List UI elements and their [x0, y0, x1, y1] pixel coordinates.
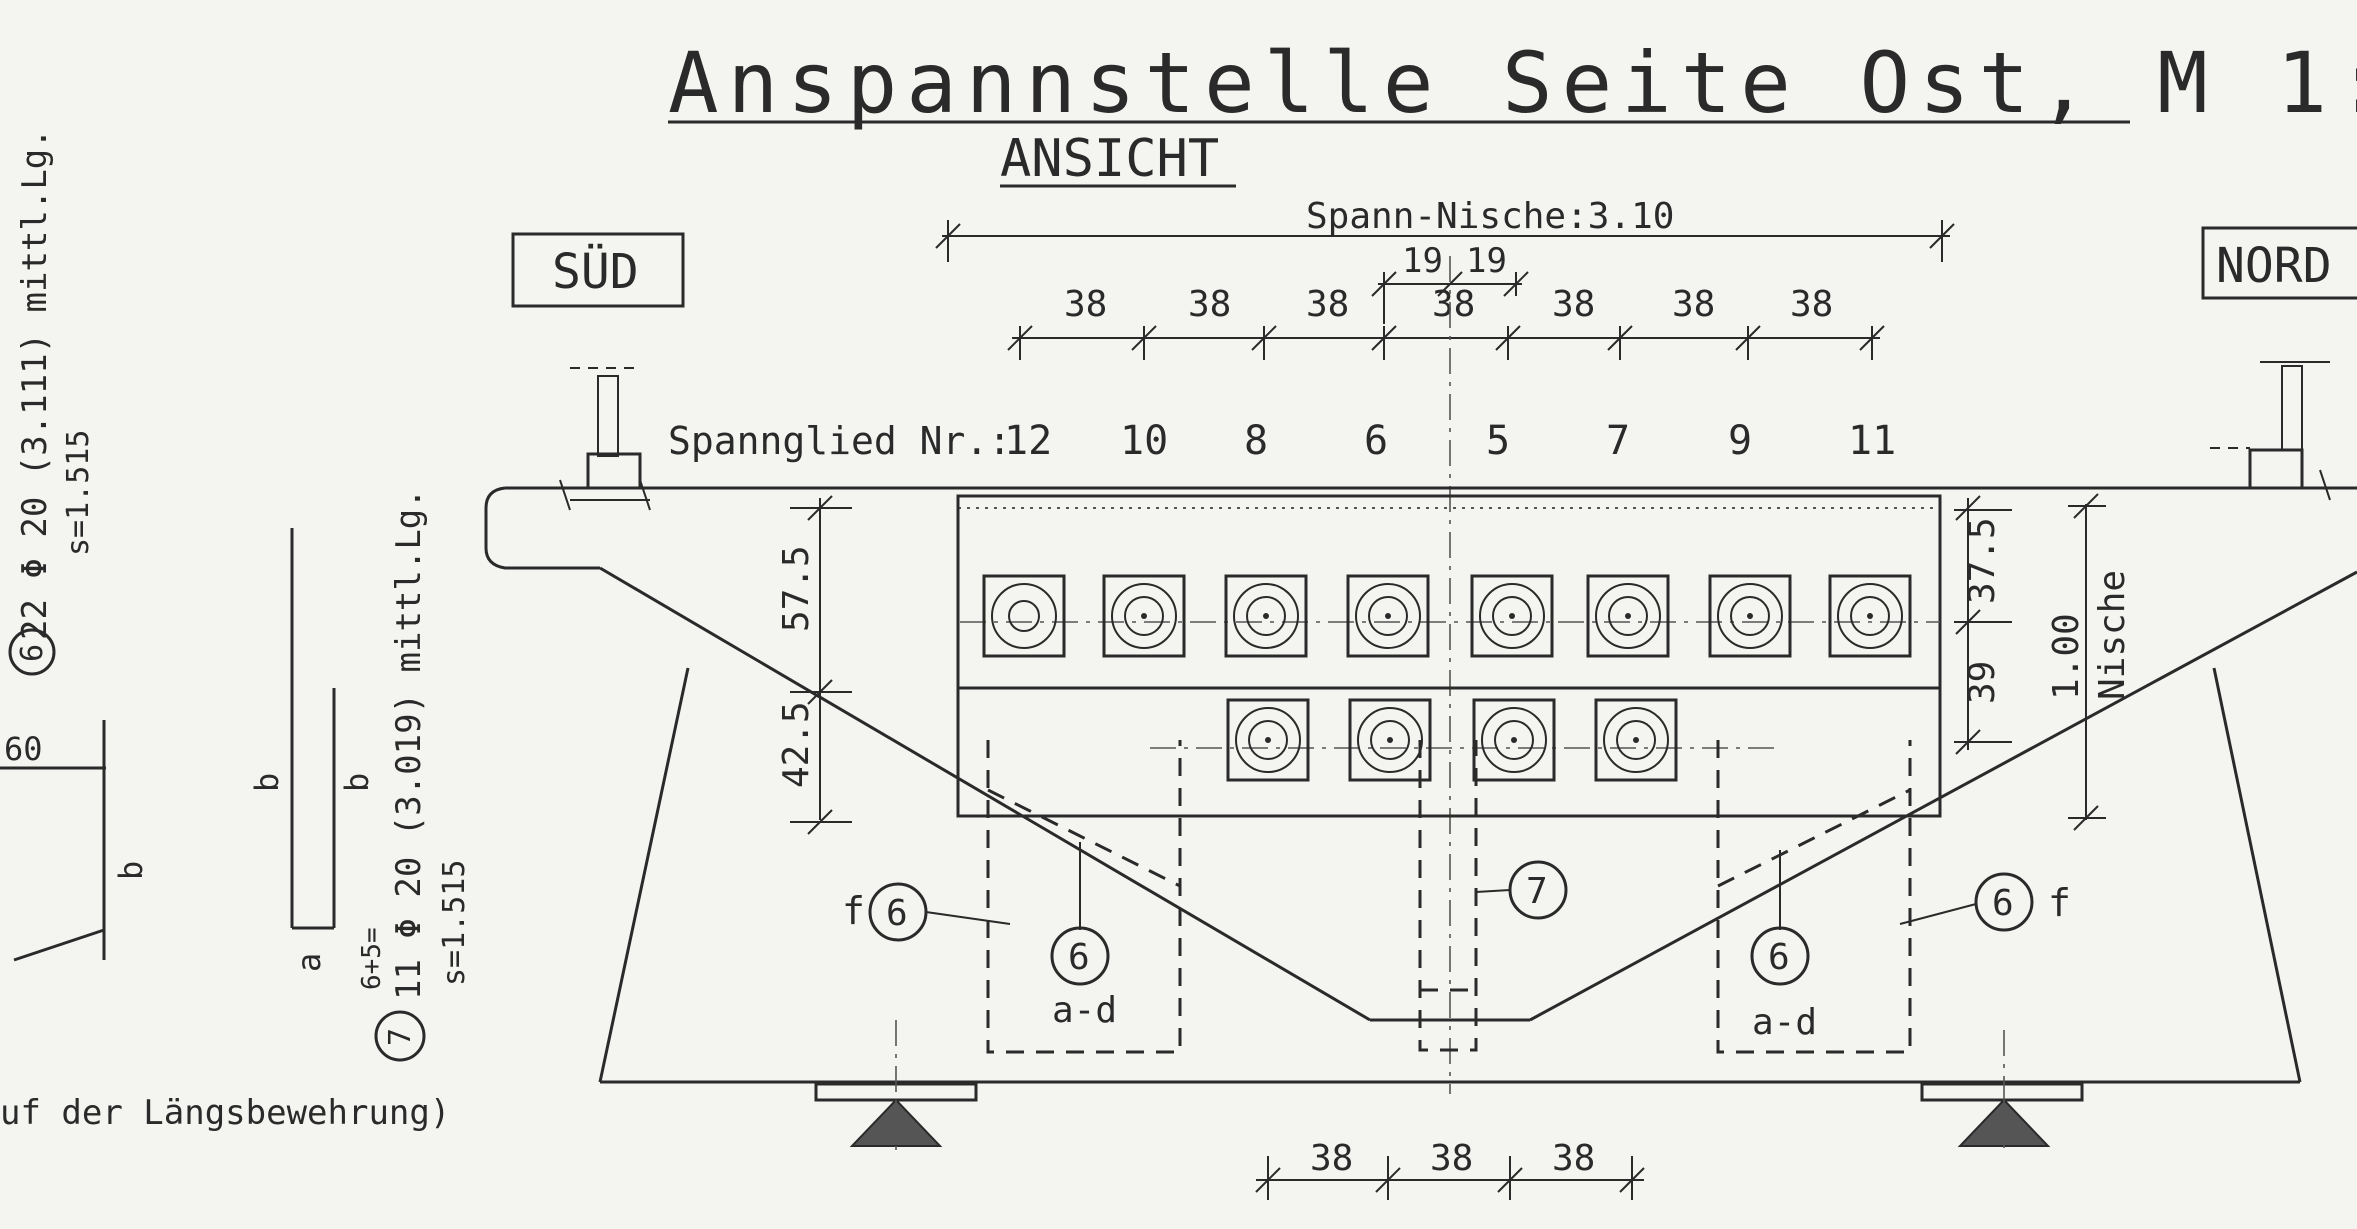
callout-6ad-left: 6 a-d: [1050, 842, 1117, 1031]
tendon-number-row: Spannglied Nr.: 12 10 8 6 5 7 9 11: [668, 418, 1896, 464]
callout-6f-right: 6 f: [1899, 872, 2071, 932]
dim-38-5: 38: [1552, 284, 1595, 325]
bearing-right: [1920, 1030, 2084, 1150]
callout-number: 6: [886, 893, 908, 934]
dim-bottom-38-3: 38: [1552, 1138, 1595, 1179]
sued-label-box: SÜD: [511, 232, 685, 308]
rebar7-spacing: s=1.515: [437, 860, 472, 986]
rebar6-spacing: s=1.515: [61, 430, 96, 556]
spann-nische-label: Spann-Nische:3.10: [1306, 196, 1674, 237]
callout-number: 6: [1068, 937, 1090, 978]
rebar-outline-center: [1418, 740, 1478, 1052]
sued-label: SÜD: [552, 244, 639, 300]
dim-19-right: 19: [1466, 241, 1507, 281]
callout-number: 7: [1526, 871, 1548, 912]
rebar-schedule-margin: 22 Φ 20 (3.111) mittl.Lg. 6 s=1.515 60 b…: [0, 128, 472, 1133]
anchor-plate: [1586, 574, 1670, 658]
nische-label: Nische: [2092, 570, 2133, 700]
rebar-outline-left: [986, 740, 1182, 1054]
nische-height-label: 1.00: [2046, 613, 2087, 700]
girder-cross-section: [484, 486, 2357, 1084]
center-half-dimension: 19 19: [1371, 241, 1529, 324]
tendon-number: 11: [1848, 418, 1896, 464]
anchor-plate: [1594, 698, 1678, 782]
rebar7-sum: 6+5=: [357, 927, 387, 990]
dim-38-2: 38: [1188, 284, 1231, 325]
dim-bottom-38-1: 38: [1310, 1138, 1353, 1179]
dim-39: 39: [1962, 661, 2003, 704]
rebar7-description: 11 Φ 20 (3.019) mittl.Lg.: [389, 488, 429, 1000]
tendon-number: 6: [1364, 418, 1388, 464]
dim-bottom-38-2: 38: [1430, 1138, 1473, 1179]
nord-label: NORD: [2216, 238, 2332, 294]
label-a: a: [290, 953, 328, 972]
callout-number: 6: [1992, 883, 2014, 924]
dim-42-5: 42.5: [776, 701, 817, 788]
anchor-plate: [1470, 574, 1554, 658]
railing-post-left: [559, 367, 651, 511]
tendon-number: 10: [1120, 418, 1168, 464]
rebar6-description: 22 Φ 20 (3.111) mittl.Lg.: [15, 128, 55, 640]
top-spacing-dimension: 38 38 38 38 38 38 38: [1007, 284, 1885, 360]
anchor-plate: [1348, 698, 1432, 782]
bottom-spacing-dimension: 38 38 38: [1255, 1138, 1645, 1200]
right-vertical-dimension: 37.5 39 1.00 Nische: [1954, 493, 2133, 831]
anchor-plate: [1224, 574, 1308, 658]
callout-6ad-right: 6 a-d: [1750, 850, 1817, 1043]
callout-f-letter: f: [2048, 881, 2071, 925]
dim-19-left: 19: [1402, 241, 1443, 281]
view-subtitle: ANSICHT: [1000, 129, 1219, 189]
anchor-plate: [1708, 574, 1792, 658]
anchor-plate: [1472, 698, 1556, 782]
label-b: b: [248, 773, 286, 792]
dim-38-6: 38: [1672, 284, 1715, 325]
tendon-number: 9: [1728, 418, 1752, 464]
callout-ad-letters: a-d: [1752, 1002, 1817, 1043]
callout-7: 7: [1475, 860, 1568, 920]
spann-nische-dimension: Spann-Nische:3.10: [935, 196, 1955, 262]
drawing-title: Anspannstelle Seite Ost, M 1:25: [668, 34, 2357, 132]
anchor-plate: [1828, 574, 1912, 658]
callout-f-letter: f: [842, 889, 865, 933]
rebar-outline-right: [1716, 740, 1912, 1054]
margin-note: uf der Längsbewehrung): [0, 1093, 450, 1133]
label-b: b: [112, 861, 150, 880]
callout-6f-left: f 6: [842, 882, 1011, 942]
anchor-plate: [1226, 698, 1310, 782]
railing-post-right: [2210, 361, 2331, 501]
tendon-number: 5: [1486, 418, 1510, 464]
dim-38-1: 38: [1064, 284, 1107, 325]
callout-ad-letters: a-d: [1052, 990, 1117, 1031]
dim-38-3: 38: [1306, 284, 1349, 325]
dim-38-4: 38: [1432, 284, 1475, 325]
label-b: b: [338, 773, 376, 792]
dim-38-7: 38: [1790, 284, 1833, 325]
callout-number: 6: [1768, 937, 1790, 978]
label-60: 60: [4, 730, 43, 768]
spannglied-label: Spannglied Nr.:: [668, 419, 1011, 463]
tendon-number: 7: [1606, 418, 1630, 464]
rebar7-number: 7: [383, 1028, 418, 1046]
nord-label-box: NORD: [2201, 226, 2357, 300]
tendon-number: 8: [1244, 418, 1268, 464]
anchor-plate: [1346, 574, 1430, 658]
tendon-number: 12: [1004, 418, 1052, 464]
anchor-plate: [982, 574, 1066, 658]
dim-57-5: 57.5: [776, 545, 817, 632]
dim-37-5: 37.5: [1962, 517, 2003, 604]
rebar6-number: 6: [15, 644, 50, 662]
left-vertical-dimension: 57.5 42.5: [776, 495, 852, 835]
bearing-left: [814, 1020, 978, 1150]
anchor-plate: [1102, 574, 1186, 658]
